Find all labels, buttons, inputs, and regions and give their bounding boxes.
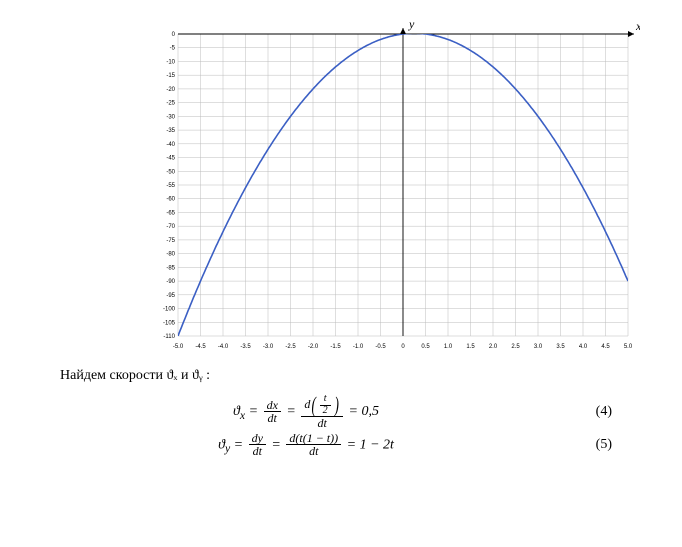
eq5-frac1: dy dt [249,432,266,458]
eq4-frac2-num: d(t2) [301,394,343,417]
eq5-frac2-den: dt [286,445,341,458]
svg-text:-55: -55 [166,183,175,189]
svg-text:0: 0 [401,344,405,350]
svg-text:-25: -25 [166,101,175,107]
svg-text:1.0: 1.0 [444,344,453,350]
svg-text:5.0: 5.0 [624,344,633,350]
svg-text:y: y [408,20,415,31]
svg-text:2.5: 2.5 [511,344,520,350]
eq4-sub: x [240,409,245,422]
svg-text:-90: -90 [166,279,175,285]
svg-text:-1.5: -1.5 [330,344,341,350]
eq5-rhs: 1 − 2t [360,437,394,452]
svg-text:-40: -40 [166,142,175,148]
equation-5-number: (5) [572,437,642,453]
svg-text:-85: -85 [166,265,175,271]
eq4-frac2-den: dt [301,417,343,430]
eq4-symbol: ϑ [233,404,240,419]
svg-text:-0.5: -0.5 [375,344,386,350]
svg-text:-45: -45 [166,156,175,162]
svg-text:-2.5: -2.5 [285,344,296,350]
eq4-frac1: dx dt [264,399,281,425]
equation-4: ϑx = dx dt = d(t2) dt = 0,5 (4) [40,394,642,430]
eq4-rhs: 0,5 [361,404,379,419]
svg-text:2.0: 2.0 [489,344,498,350]
eq4-frac2-d: d [304,397,310,411]
equation-5-body: ϑy = dy dt = d(t(1 − t)) dt = 1 − 2t [40,432,572,458]
svg-text:-80: -80 [166,252,175,258]
svg-text:0: 0 [172,32,176,38]
eq4-inner-den: 2 [320,406,331,417]
svg-text:-105: -105 [163,320,176,326]
equation-5: ϑy = dy dt = d(t(1 − t)) dt = 1 − 2t (5) [40,432,642,458]
paragraph-text: Найдем скорости ϑₓ и ϑᵧ : [60,368,210,383]
eq4-frac2: d(t2) dt [301,394,343,430]
svg-text:-5: -5 [170,46,176,52]
eq4-inner-frac: t2 [320,394,331,416]
eq5-sub: y [225,442,230,455]
svg-text:-30: -30 [166,114,175,120]
chart-svg: -5.0 -4.5 -4.0 -3.5 -3.0 -2.5 -2.0 -1.5 -1.0 -0.5… [150,20,640,350]
svg-text:-2.0: -2.0 [308,344,319,350]
svg-text:-3.0: -3.0 [263,344,274,350]
eq5-frac1-den: dt [249,445,266,458]
eq5-frac2: d(t(1 − t)) dt [286,432,341,458]
equation-4-number: (4) [572,404,642,420]
paragraph-find-velocities: Найдем скорости ϑₓ и ϑᵧ : [60,368,642,384]
equation-4-body: ϑx = dx dt = d(t2) dt = 0,5 [40,394,572,430]
svg-text:-65: -65 [166,210,175,216]
trajectory-chart: -5.0 -4.5 -4.0 -3.5 -3.0 -2.5 -2.0 -1.5 -1.0 -0.5… [150,20,640,350]
svg-text:-110: -110 [163,334,175,340]
svg-text:-70: -70 [166,224,175,230]
eq5-frac1-num: dy [249,432,266,446]
eq4-frac1-num: dx [264,399,281,413]
svg-text:0.5: 0.5 [421,344,430,350]
svg-text:-4.5: -4.5 [195,344,206,350]
svg-text:3.0: 3.0 [534,344,543,350]
svg-text:x: x [635,20,640,33]
svg-text:-15: -15 [166,73,175,79]
svg-text:-35: -35 [166,128,175,134]
eq5-frac2-num: d(t(1 − t)) [286,432,341,446]
svg-text:3.5: 3.5 [556,344,565,350]
eq4-frac1-den: dt [264,412,281,425]
svg-text:-3.5: -3.5 [240,344,251,350]
svg-text:-5.0: -5.0 [173,344,184,350]
eq5-symbol: ϑ [218,437,225,452]
svg-text:-20: -20 [166,87,175,93]
svg-text:4.5: 4.5 [601,344,610,350]
svg-text:-75: -75 [166,238,175,244]
svg-text:-100: -100 [163,307,176,313]
svg-text:1.5: 1.5 [466,344,475,350]
svg-text:-95: -95 [166,293,175,299]
svg-text:-50: -50 [166,169,175,175]
svg-text:-60: -60 [166,197,175,203]
eq4-inner-num: t [320,394,331,406]
svg-text:-1.0: -1.0 [353,344,364,350]
svg-text:-4.0: -4.0 [218,344,229,350]
svg-text:4.0: 4.0 [579,344,588,350]
svg-text:-10: -10 [166,59,175,65]
